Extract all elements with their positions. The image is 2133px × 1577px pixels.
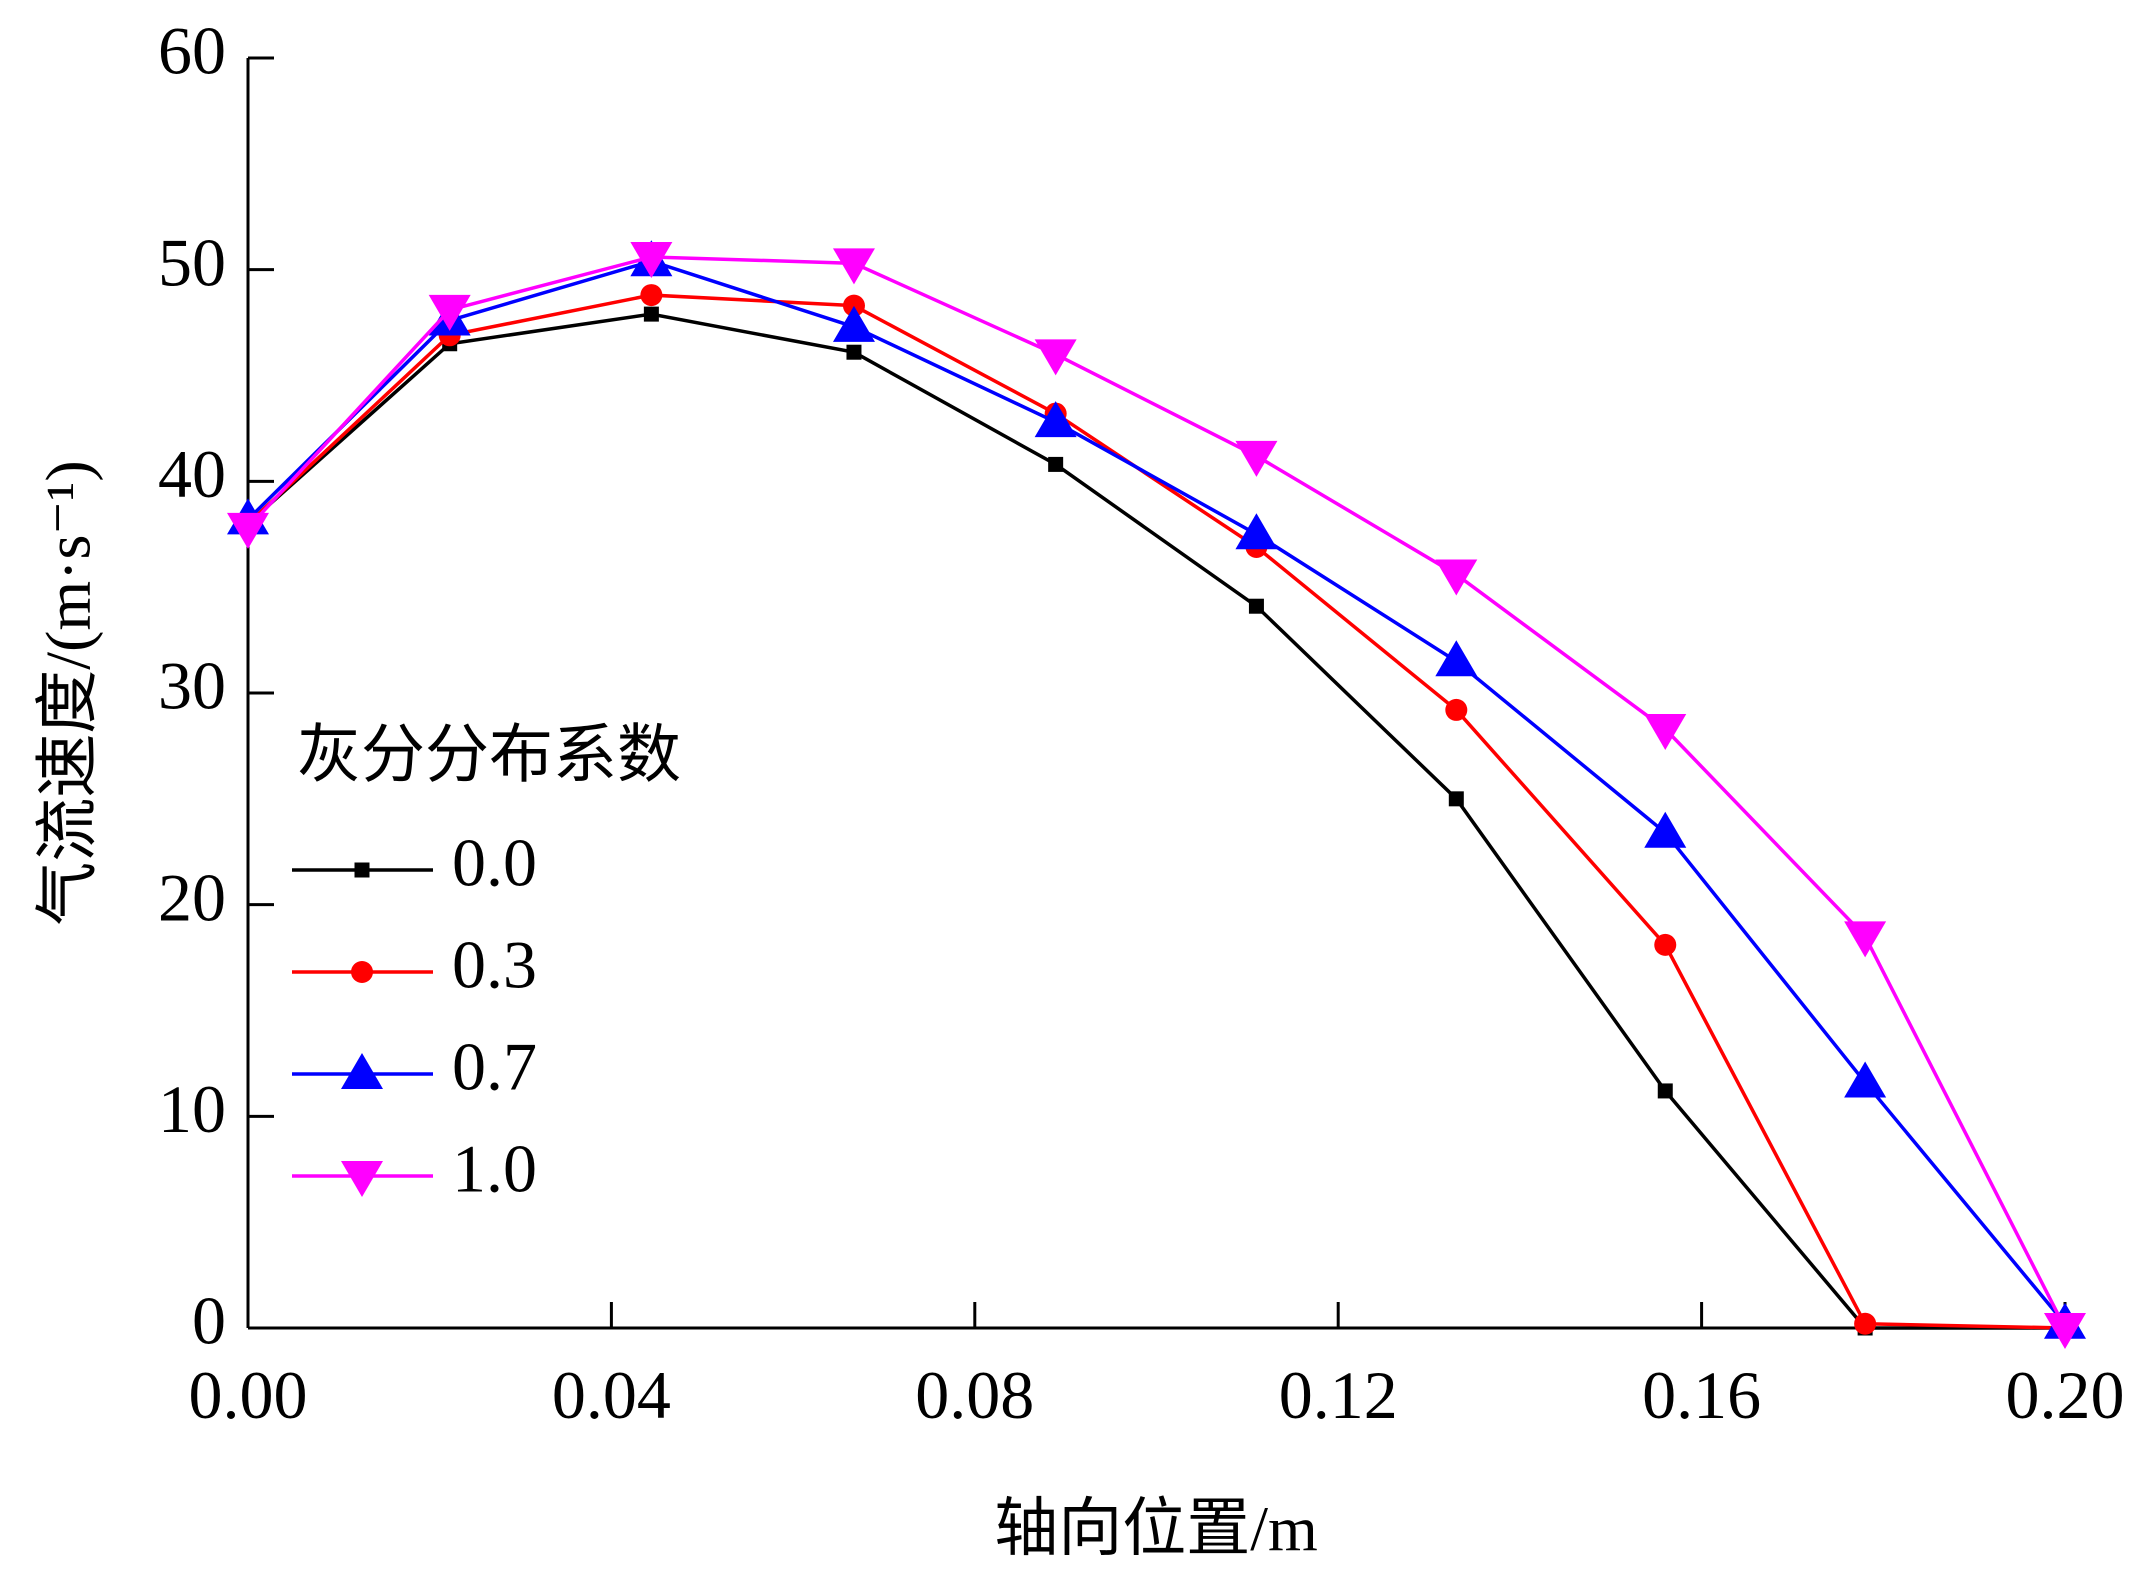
legend-title: 灰分分布系数 <box>297 720 681 791</box>
marker <box>1235 440 1278 477</box>
marker <box>842 294 865 317</box>
x-tick-label: 0.20 <box>2006 1357 2125 1433</box>
x-tick-label: 0.04 <box>552 1357 671 1433</box>
marker <box>1248 598 1264 614</box>
marker <box>1657 1083 1673 1099</box>
y-tick-label: 40 <box>158 436 226 512</box>
legend-label: 1.0 <box>452 1131 537 1207</box>
x-tick-label: 0.12 <box>1279 1357 1398 1433</box>
y-tick-label: 50 <box>158 224 226 300</box>
legend-label: 0.0 <box>452 825 537 901</box>
marker <box>1435 640 1478 677</box>
marker <box>1445 698 1468 721</box>
y-tick-label: 30 <box>158 648 226 724</box>
marker <box>1034 339 1077 376</box>
marker <box>1235 513 1278 550</box>
marker <box>1034 401 1077 438</box>
marker <box>1844 921 1887 958</box>
marker <box>1854 1312 1877 1335</box>
legend-label: 0.7 <box>452 1029 537 1105</box>
y-tick-label: 60 <box>158 13 226 89</box>
marker <box>630 241 673 278</box>
marker <box>2044 1313 2086 1349</box>
x-tick-label: 0.00 <box>189 1357 308 1433</box>
marker <box>1844 1061 1887 1098</box>
y-tick-label: 10 <box>158 1071 226 1147</box>
series-line <box>246 255 2067 1329</box>
x-axis-label: 轴向位置/m <box>994 1493 1318 1564</box>
marker <box>1654 933 1677 956</box>
marker <box>1448 791 1464 807</box>
marker <box>227 512 269 549</box>
x-tick-label: 0.16 <box>1642 1357 1761 1433</box>
marker <box>1644 811 1687 848</box>
series-line <box>246 293 2066 1330</box>
marker <box>643 306 659 322</box>
y-tick-label: 20 <box>158 859 226 935</box>
legend-marker <box>354 862 370 878</box>
x-tick-label: 0.08 <box>915 1357 1034 1433</box>
marker <box>428 294 471 331</box>
marker <box>1435 559 1478 596</box>
legend-marker <box>341 1053 383 1089</box>
marker <box>846 344 862 360</box>
marker <box>832 305 875 342</box>
marker <box>1644 713 1687 750</box>
series-line <box>246 312 2065 1330</box>
series-line <box>246 259 2067 1325</box>
y-axis-label: 气流速度/(m·s⁻¹) <box>33 460 104 925</box>
marker <box>832 248 875 285</box>
legend-label: 0.3 <box>452 927 537 1003</box>
marker <box>640 284 663 307</box>
legend-marker <box>341 1161 383 1197</box>
marker <box>1048 456 1064 472</box>
legend-marker <box>351 961 373 983</box>
y-tick-label: 0 <box>192 1283 226 1359</box>
